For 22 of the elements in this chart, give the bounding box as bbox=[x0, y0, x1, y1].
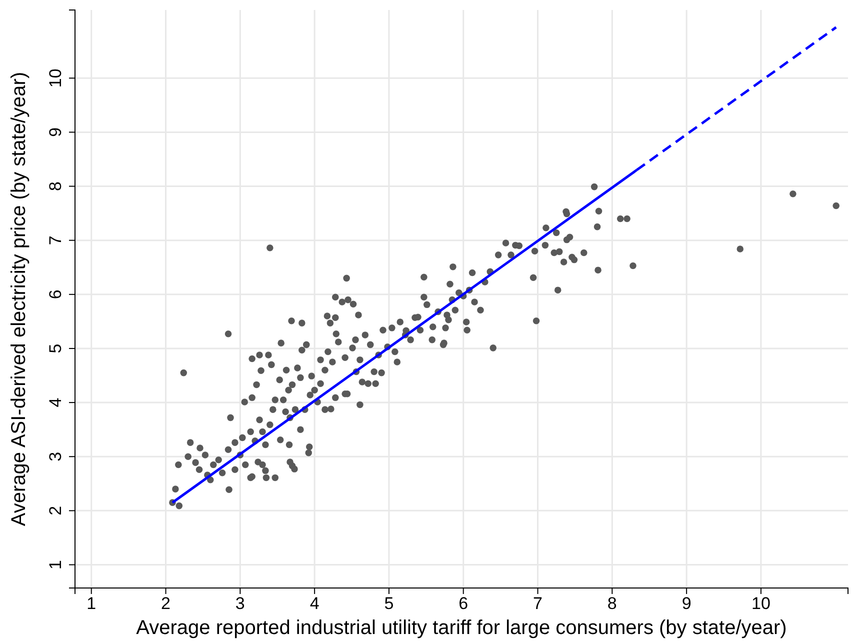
y-tick-label: 5 bbox=[46, 344, 65, 354]
x-tick-label: 9 bbox=[682, 594, 692, 614]
x-tick-label: 1 bbox=[86, 594, 96, 614]
x-tick-label: 7 bbox=[533, 594, 542, 614]
y-axis-title: Average ASI-derived electricity price (by state/year) bbox=[8, 72, 30, 526]
y-tick-label: 9 bbox=[46, 127, 65, 137]
x-tick-label: 10 bbox=[751, 594, 770, 614]
y-tick-label: 3 bbox=[46, 452, 65, 462]
x-tick-label: 4 bbox=[310, 594, 320, 614]
x-tick-label: 6 bbox=[458, 594, 468, 614]
x-axis-title: Average reported industrial utility tariff for large consumers (by state/year) bbox=[136, 617, 787, 639]
x-tick-label: 5 bbox=[384, 594, 394, 614]
y-tick-label: 8 bbox=[46, 182, 65, 191]
y-tick-label: 1 bbox=[46, 560, 65, 570]
x-tick-label: 8 bbox=[607, 594, 617, 614]
y-tick-label: 4 bbox=[46, 398, 65, 408]
y-tick-label: 6 bbox=[46, 290, 65, 300]
y-tick-label: 7 bbox=[46, 236, 65, 246]
x-tick-label: 2 bbox=[161, 594, 170, 614]
y-tick-label: 2 bbox=[46, 506, 65, 516]
y-tick-label: 10 bbox=[46, 68, 65, 88]
x-tick-label: 3 bbox=[235, 594, 245, 614]
